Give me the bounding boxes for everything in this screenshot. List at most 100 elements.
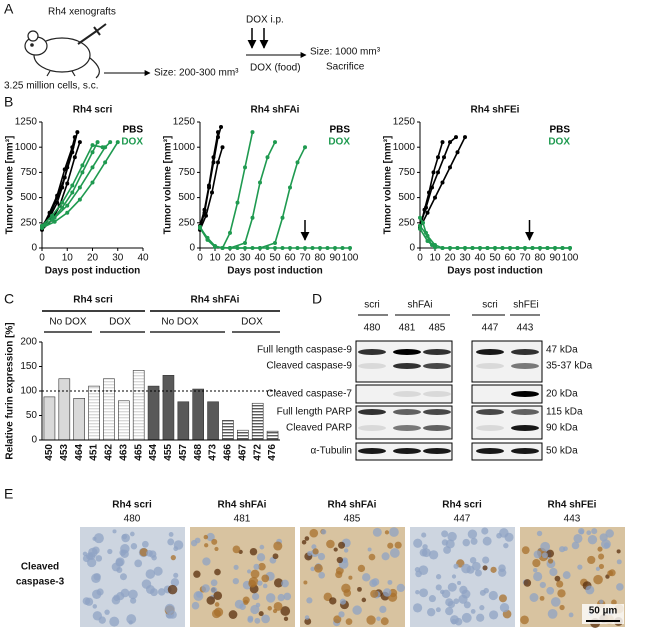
data-point: [75, 130, 80, 135]
data-point: [273, 140, 277, 145]
blot-band: [358, 409, 386, 415]
ihc-cell: [556, 580, 564, 588]
data-point: [427, 190, 431, 195]
blot-band: [423, 425, 451, 431]
bar: [88, 385, 100, 441]
ihc-cell: [256, 553, 266, 562]
ihc-cell: [489, 610, 499, 620]
ihc-cell: [92, 536, 97, 541]
ihc-cell: [262, 583, 268, 589]
data-point: [442, 155, 446, 160]
treatment-label: No DOX: [49, 317, 87, 328]
ihc-cell: [111, 562, 121, 572]
ihc-cell: [457, 580, 462, 585]
ihc-cell: [587, 535, 598, 545]
data-point: [115, 140, 120, 145]
y-tick-label: 1250: [393, 117, 416, 128]
y-tick-label: 1250: [15, 117, 38, 128]
x-tick-label: 30: [239, 253, 251, 264]
ihc-cell: [362, 573, 371, 582]
mouse-drawing: [24, 23, 107, 79]
data-line: [199, 227, 350, 249]
ihc-cell: [88, 547, 98, 558]
ihc-cell: [335, 570, 343, 579]
x-tick-label: 463: [118, 444, 129, 461]
ihc-cell: [384, 530, 390, 535]
ihc-cell: [343, 548, 349, 553]
lane-label: 480: [364, 323, 381, 334]
ihc-cell: [541, 552, 549, 559]
ihc-cell: [482, 556, 490, 564]
panel-letter: D: [312, 291, 322, 307]
ihc-cell: [130, 597, 137, 604]
ihc-cell: [170, 554, 176, 561]
blot-band: [511, 409, 539, 415]
ihc-cell: [202, 557, 211, 566]
y-tick-label: 250: [20, 217, 37, 228]
ihc-cell: [607, 570, 614, 577]
x-tick-label: 454: [148, 444, 159, 461]
ihc-cell: [206, 596, 216, 605]
bar: [103, 378, 115, 441]
blot-row-label: Full length caspase-9: [257, 345, 352, 356]
x-tick-label: 80: [534, 253, 546, 264]
ihc-cell: [304, 615, 310, 620]
ihc-cell: [376, 616, 381, 621]
data-point: [508, 246, 512, 250]
data-point: [455, 150, 460, 155]
blot-size: 47 kDa: [546, 345, 578, 356]
ihc-cell: [499, 602, 510, 613]
bar: [43, 396, 56, 441]
ihc-cell: [463, 601, 471, 609]
data-point: [431, 170, 436, 175]
data-point: [204, 213, 208, 218]
ihc-cell: [441, 589, 451, 599]
ihc-cell: [470, 537, 478, 545]
ihc-cell: [191, 601, 200, 610]
ihc-cell: [563, 546, 568, 552]
y-tick-label: 50: [26, 410, 38, 421]
bar: [192, 388, 204, 441]
ihc-cell: [113, 594, 120, 601]
ihc-cell: [206, 532, 215, 542]
ihc-cell: [193, 570, 201, 578]
x-tick-label: 90: [549, 253, 561, 264]
y-tick-label: 1000: [173, 142, 196, 153]
ihc-cell: [119, 549, 126, 556]
ihc-cell: [338, 611, 345, 618]
data-point: [77, 197, 82, 202]
ihc-cell: [107, 548, 113, 555]
ihc-cell: [476, 613, 485, 622]
ihc-cell: [250, 604, 260, 615]
ihc-cell: [214, 568, 221, 576]
data-point: [463, 135, 467, 140]
x-tick-label: 10: [62, 253, 74, 264]
blot-size: 90 kDa: [546, 423, 578, 434]
y-tick-label: 750: [178, 167, 195, 178]
data-point: [70, 145, 75, 150]
blot-frame: [471, 384, 543, 404]
data-line: [419, 136, 457, 227]
x-tick-label: 30: [112, 253, 124, 264]
x-tick-label: 60: [504, 253, 516, 264]
data-point: [62, 175, 67, 180]
ihc-cell: [471, 561, 481, 571]
ihc-cell: [540, 541, 551, 552]
ihc-cell: [141, 579, 152, 589]
data-point: [77, 185, 82, 190]
data-point: [265, 155, 270, 160]
data-point: [273, 240, 277, 245]
ihc-cell: [498, 568, 507, 577]
group-label: Rh4 scri: [73, 295, 113, 306]
ihc-cell: [441, 530, 449, 538]
ihc-cell: [109, 616, 120, 627]
panel-letter: E: [4, 486, 13, 502]
ihc-image: [410, 527, 515, 627]
data-point: [198, 225, 202, 230]
y-tick-label: 750: [20, 167, 37, 178]
ihc-cell: [453, 563, 459, 569]
ihc-cell: [228, 610, 238, 619]
ihc-title: Rh4 scri: [112, 500, 152, 511]
data-point: [425, 210, 430, 215]
ihc-cell: [214, 546, 219, 552]
